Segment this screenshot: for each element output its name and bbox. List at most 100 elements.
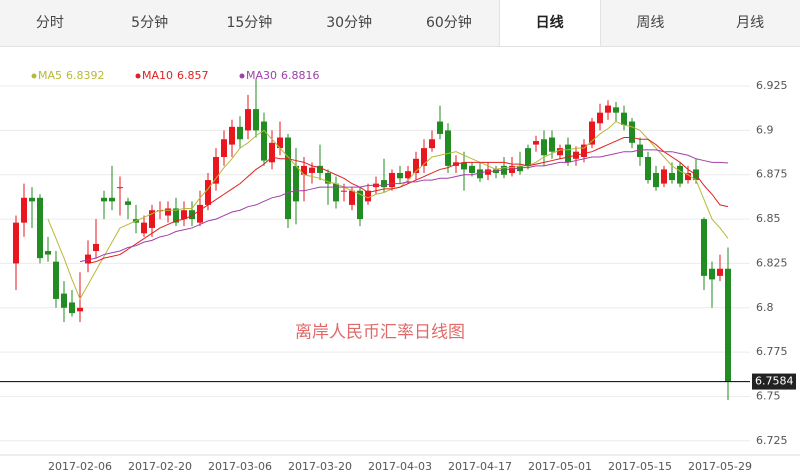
x-tick-label: 2017-04-03	[368, 460, 432, 473]
candle-body	[13, 222, 19, 264]
x-tick-label: 2017-04-17	[448, 460, 512, 473]
candle-body	[349, 190, 355, 205]
candle-body	[285, 137, 291, 220]
y-tick-label: 6.8	[756, 301, 774, 314]
candle-body	[277, 137, 283, 149]
candle-body	[229, 126, 235, 145]
last-price-box	[752, 373, 796, 390]
candle-body	[85, 254, 91, 264]
candle-body	[477, 169, 483, 179]
x-tick-label: 2017-02-20	[128, 460, 192, 473]
candle-body	[189, 210, 195, 220]
candle-body	[701, 219, 707, 276]
candle-body	[565, 144, 571, 163]
candle-body	[69, 302, 75, 314]
candle-body	[245, 109, 251, 131]
candle-body	[117, 187, 123, 189]
candle-body	[93, 243, 99, 252]
tab[interactable]: 周线	[636, 15, 665, 31]
candle-body	[61, 293, 67, 308]
y-tick-label: 6.925	[756, 79, 788, 92]
candle-body	[269, 142, 275, 163]
candle-body	[461, 162, 467, 170]
candle-body	[357, 190, 363, 220]
ma-line	[79, 149, 729, 263]
candle-body	[309, 167, 315, 173]
legend-dot	[135, 73, 141, 79]
candle-body	[405, 171, 411, 179]
candle-body	[677, 165, 683, 184]
y-tick-label: 6.85	[756, 212, 781, 225]
tab[interactable]: 60分钟	[425, 15, 472, 31]
candle-body	[653, 172, 659, 188]
candle-body	[325, 172, 331, 184]
y-tick-label: 6.725	[756, 434, 788, 447]
tab[interactable]: 月线	[736, 15, 765, 31]
candle-body	[181, 210, 187, 220]
x-tick-label: 2017-05-29	[688, 460, 752, 473]
candle-body	[149, 210, 155, 228]
tab[interactable]: 分时	[35, 15, 64, 31]
candle-body	[589, 121, 595, 145]
legend-label: MA30 6.8816	[246, 69, 320, 82]
candle-body	[557, 148, 563, 156]
candle-body	[125, 201, 131, 205]
ma-line	[87, 136, 729, 264]
candle-body	[429, 139, 435, 149]
candle-body	[77, 307, 83, 312]
candle-body	[621, 112, 627, 126]
candle-body	[21, 197, 27, 223]
legend-value: 6.857	[177, 69, 209, 82]
candle-body	[525, 148, 531, 166]
x-tick-label: 2017-03-20	[288, 460, 352, 473]
legend-value: 6.8392	[66, 69, 105, 82]
candle-body	[37, 197, 43, 259]
candle-body	[197, 204, 203, 223]
candle-body	[333, 183, 339, 202]
candle-body	[29, 197, 35, 202]
x-tick-label: 2017-02-06	[48, 460, 112, 473]
candle-body	[485, 169, 491, 175]
legend-dot	[239, 73, 245, 79]
candle-body	[669, 172, 675, 181]
candle-body	[141, 222, 147, 234]
candle-body	[629, 121, 635, 143]
candle-body	[261, 121, 267, 161]
tab[interactable]: 15分钟	[226, 15, 273, 31]
tab[interactable]: 5分钟	[131, 15, 169, 31]
candle-body	[341, 190, 347, 192]
candle-body	[237, 126, 243, 140]
y-tick-label: 6.775	[756, 345, 788, 358]
candle-body	[645, 157, 651, 181]
candle-body	[717, 268, 723, 276]
candle-body	[389, 172, 395, 188]
candle-body	[605, 105, 611, 113]
candle-body	[517, 165, 523, 172]
candle-body	[301, 165, 307, 175]
candle-body	[709, 268, 715, 280]
y-tick-label: 6.875	[756, 168, 788, 181]
tab[interactable]: 30分钟	[326, 15, 373, 31]
candle-body	[421, 148, 427, 166]
candle-body	[501, 165, 507, 175]
x-tick-label: 2017-05-15	[608, 460, 672, 473]
tab[interactable]: 日线	[498, 0, 601, 46]
last-price-label: 6.7584	[755, 375, 794, 388]
candle-body	[549, 137, 555, 152]
y-tick-label: 6.75	[756, 389, 781, 402]
candle-body	[685, 172, 691, 181]
x-tick-label: 2017-03-06	[208, 460, 272, 473]
y-tick-label: 6.9	[756, 123, 774, 136]
chart-title: 离岸人民币汇率日线图	[295, 323, 465, 343]
legend-dot	[31, 73, 37, 79]
candle-body	[613, 107, 619, 113]
candle-body	[725, 268, 731, 382]
candle-body	[397, 172, 403, 179]
candle-body	[221, 139, 227, 158]
candle-body	[213, 157, 219, 184]
candle-body	[45, 251, 51, 255]
candle-body	[533, 141, 539, 145]
chart: 6.725 6.75 6.775 6.8 6.825 6.85 6.875 6.9 6.925 2…	[0, 69, 800, 473]
candle-body	[173, 208, 179, 223]
legend-value: 6.8816	[281, 69, 320, 82]
